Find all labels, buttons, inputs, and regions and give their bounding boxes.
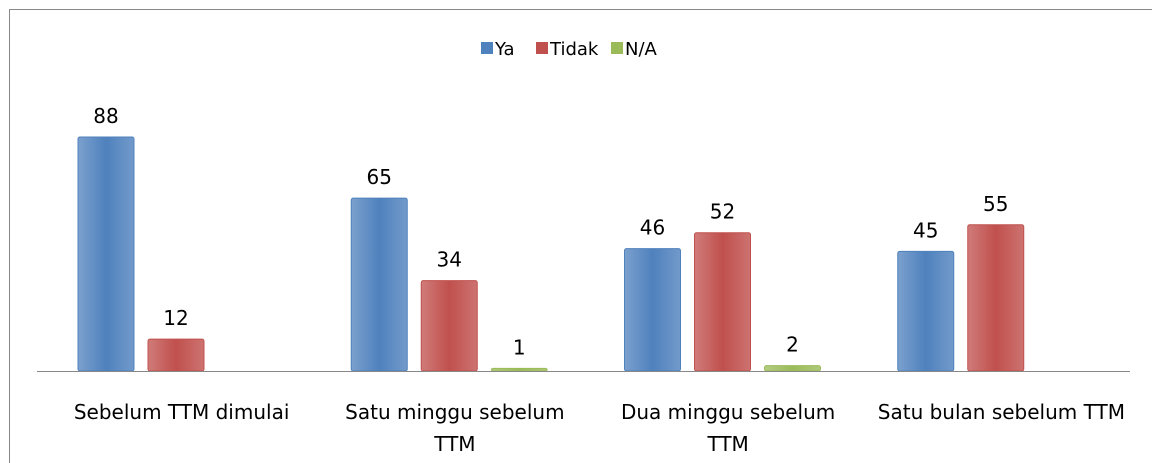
bar xyxy=(350,197,408,372)
bar xyxy=(967,224,1025,372)
bar xyxy=(897,250,955,372)
bar xyxy=(490,367,548,372)
bar xyxy=(694,232,751,372)
data-label: 34 xyxy=(437,248,462,272)
bar xyxy=(77,136,135,372)
data-label: 45 xyxy=(913,218,938,242)
bar xyxy=(147,338,205,372)
bar xyxy=(764,365,821,372)
legend-swatch xyxy=(536,42,548,54)
data-label: 2 xyxy=(786,333,799,357)
data-label: 12 xyxy=(163,306,188,330)
legend-label: Ya xyxy=(494,39,515,60)
x-tick-label: Satu minggu sebelum TTM xyxy=(345,400,565,456)
legend-label: Tidak xyxy=(549,39,599,60)
data-label: 55 xyxy=(983,192,1008,216)
data-label: 46 xyxy=(640,216,665,240)
x-tick-label: Satu bulan sebelum TTM xyxy=(877,400,1125,424)
chart-border xyxy=(9,9,1152,463)
x-tick-label: Sebelum TTM dimulai xyxy=(73,400,290,424)
data-label: 65 xyxy=(367,165,392,189)
legend-swatch xyxy=(611,42,623,54)
bar xyxy=(420,280,478,372)
data-label: 1 xyxy=(513,335,526,359)
data-label: 52 xyxy=(710,200,735,224)
x-tick-label: Dua minggu sebelum TTM xyxy=(620,400,836,456)
data-label: 88 xyxy=(93,104,118,128)
legend-label: N/A xyxy=(625,39,658,60)
legend-swatch xyxy=(481,42,493,54)
bar xyxy=(624,248,681,372)
